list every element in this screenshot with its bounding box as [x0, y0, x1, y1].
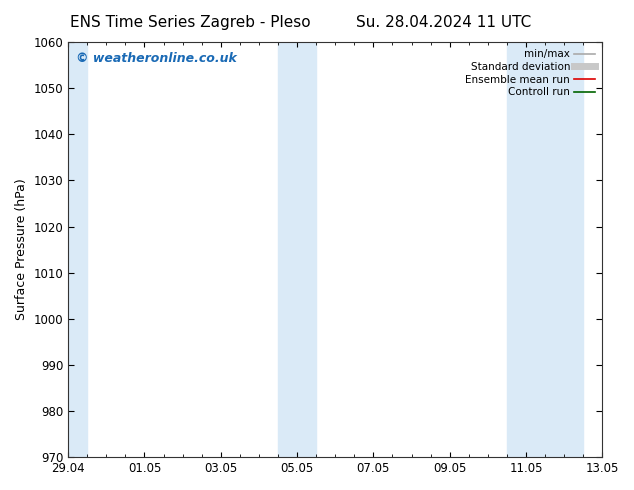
- Bar: [507, 42, 545, 457]
- Bar: [68, 42, 87, 457]
- Bar: [545, 42, 583, 457]
- Text: ENS Time Series Zagreb - Pleso: ENS Time Series Zagreb - Pleso: [70, 15, 311, 30]
- Bar: [278, 42, 316, 457]
- Text: © weatheronline.co.uk: © weatheronline.co.uk: [76, 52, 237, 66]
- Y-axis label: Surface Pressure (hPa): Surface Pressure (hPa): [15, 179, 28, 320]
- Text: Su. 28.04.2024 11 UTC: Su. 28.04.2024 11 UTC: [356, 15, 531, 30]
- Legend: min/max, Standard deviation, Ensemble mean run, Controll run: min/max, Standard deviation, Ensemble me…: [463, 47, 597, 99]
